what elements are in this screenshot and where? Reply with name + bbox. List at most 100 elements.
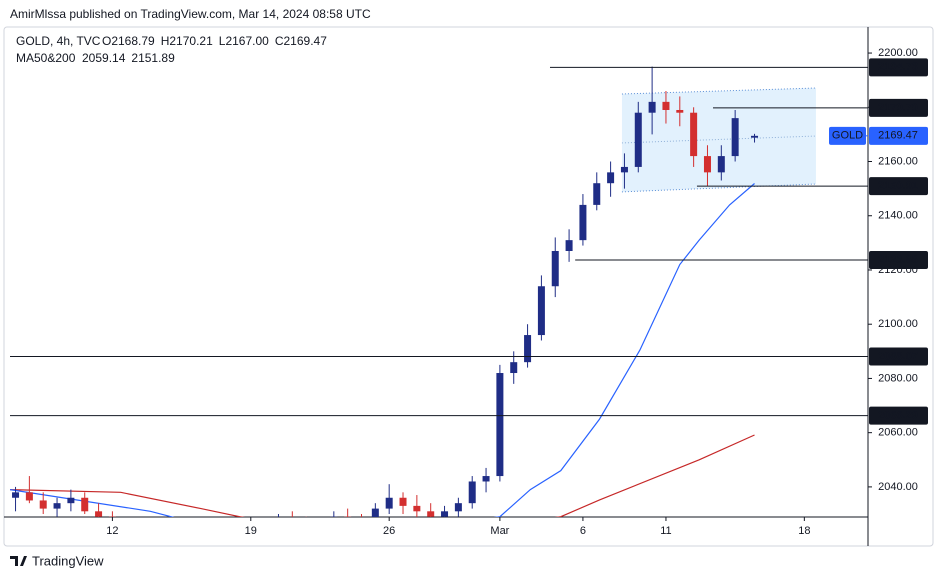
ma-value: 2059.14 (82, 51, 126, 65)
candle-body (648, 101, 656, 113)
candle (579, 194, 587, 246)
candle-body (427, 511, 435, 517)
y-tick-label: 2100.00 (878, 318, 918, 330)
x-tick-label: 26 (383, 525, 395, 537)
candle-body (371, 508, 379, 517)
x-tick-label: 19 (245, 525, 257, 537)
candle-body (413, 505, 421, 512)
candle (690, 107, 698, 167)
candle-body (441, 511, 449, 517)
candle (751, 133, 759, 143)
x-tick-label: 6 (580, 525, 586, 537)
candle-body (206, 536, 213, 544)
candle (261, 528, 268, 547)
price-tag-symbol-box (829, 126, 866, 145)
candle (703, 145, 711, 186)
candle (137, 530, 144, 554)
candle (150, 528, 157, 552)
candle (178, 541, 185, 563)
candle (662, 91, 670, 124)
candle-body (690, 112, 698, 157)
candle-body (150, 538, 157, 546)
level-label-box (869, 58, 928, 77)
candle (620, 153, 628, 189)
candle (385, 484, 393, 515)
x-tick-label: Mar (490, 525, 509, 537)
candle (634, 101, 642, 173)
level-label: 2179.79 (878, 102, 918, 114)
candle-body (233, 533, 240, 541)
candle (413, 495, 421, 517)
ohlc-value: L2167.00 (219, 34, 269, 48)
candle (67, 489, 75, 512)
candle (316, 519, 323, 541)
ohlc-value: O2168.79 (102, 34, 155, 48)
candle-body (662, 101, 670, 110)
moving-average (10, 434, 755, 517)
candle-body (593, 183, 601, 205)
candle (482, 467, 490, 493)
candle-body (454, 503, 462, 512)
candle-body (344, 516, 352, 517)
candle (206, 530, 213, 552)
candle-body (220, 536, 227, 541)
candle (291, 511, 293, 517)
candle (12, 486, 20, 512)
chart-frame (3, 26, 934, 547)
moving-average (10, 183, 755, 517)
candle (717, 145, 725, 181)
candle (496, 364, 504, 482)
y-tick-label: 2060.00 (878, 427, 918, 439)
candle-body (81, 497, 89, 512)
publisher: AmirMlssa published on TradingView.com, … (10, 7, 371, 21)
candle (731, 109, 739, 162)
candle-body (358, 522, 365, 525)
candle-body (496, 373, 504, 477)
x-tick-label: 12 (106, 525, 118, 537)
candle-body (137, 538, 144, 543)
level-label-box (869, 347, 928, 366)
candle-body (303, 528, 310, 533)
candle-body (39, 500, 47, 509)
candle-body (330, 516, 338, 517)
candle-body (261, 530, 268, 538)
candle-body (123, 536, 130, 544)
y-tick-label: 2200.00 (878, 47, 918, 59)
level-label: 2194.73 (878, 61, 918, 73)
y-tick-label: 2080.00 (878, 372, 918, 384)
candle-body (12, 492, 20, 498)
candle (607, 161, 615, 197)
candle-body (703, 156, 711, 173)
level-label: 2066.29 (878, 410, 918, 422)
level-label-box (869, 177, 928, 196)
candle-body (524, 335, 532, 363)
candle-body (551, 250, 559, 287)
price-tag-box (869, 126, 928, 145)
x-tick-label: 18 (798, 525, 810, 537)
candle-body (620, 166, 628, 173)
candle-body (468, 481, 476, 504)
ma-value: 2151.89 (131, 51, 175, 65)
ma-label: MA50&200 (16, 51, 76, 65)
candle (468, 476, 476, 509)
level-label: 2088.07 (878, 350, 918, 362)
candle (220, 525, 227, 547)
candle (399, 492, 407, 515)
footer-logo (10, 556, 27, 566)
footer-brand: TradingView (32, 553, 104, 568)
candle (676, 96, 684, 127)
candle-body (53, 503, 61, 509)
candle-body (385, 497, 393, 509)
candle (81, 492, 89, 515)
candle (95, 503, 103, 517)
candle-body (192, 544, 199, 549)
y-tick-label: 2040.00 (878, 481, 918, 493)
candle-body (482, 476, 490, 482)
candle (427, 503, 435, 517)
ohlc-value: H2170.21 (161, 34, 213, 48)
symbol: GOLD, 4h, TVC (16, 34, 101, 48)
price-tag-symbol: GOLD (832, 130, 863, 142)
candle (551, 237, 559, 298)
